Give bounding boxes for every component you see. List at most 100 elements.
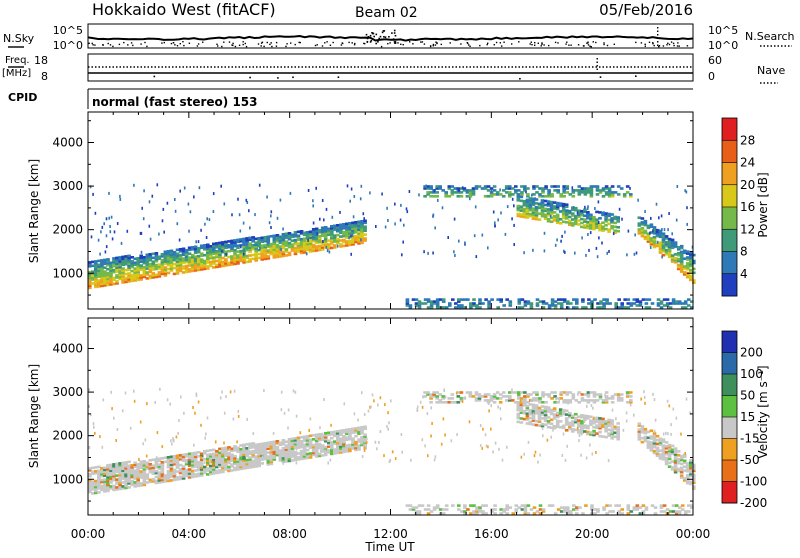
velocity-cell <box>142 473 147 477</box>
velocity-cell <box>574 428 578 432</box>
x-tick-label: 00:00 <box>676 527 711 541</box>
nsearch-dot <box>228 41 231 43</box>
power-cell <box>640 230 645 234</box>
power-cell <box>172 262 177 266</box>
power-cell <box>94 269 98 273</box>
power-cell <box>209 250 213 254</box>
power-cell <box>239 259 243 263</box>
velocity-cell <box>505 508 509 511</box>
velocity-cell <box>495 397 500 400</box>
nsearch-dot <box>130 42 133 44</box>
freq-outlier-dot <box>635 75 637 78</box>
velocity-cell <box>610 395 615 398</box>
power-cell <box>305 252 308 256</box>
velocity-cell <box>550 397 554 400</box>
power-cell <box>350 234 352 238</box>
power-cell <box>683 306 688 309</box>
velocity-cell <box>239 449 243 453</box>
power-cell <box>178 263 183 267</box>
power-cell <box>668 302 673 305</box>
velocity-cell <box>490 510 494 513</box>
power-cell <box>333 246 337 249</box>
velocity-cell <box>115 466 119 470</box>
velocity-cell <box>542 434 544 438</box>
velocity-cell <box>421 438 424 442</box>
power-cell <box>327 243 331 246</box>
nsearch-dot <box>353 44 356 46</box>
velocity-cell <box>266 441 271 445</box>
velocity-cell <box>233 454 237 458</box>
freq-outlier-dot <box>337 76 340 79</box>
power-cell <box>119 194 121 198</box>
velocity-cell <box>221 466 225 470</box>
power-cell <box>106 277 110 281</box>
power-cell <box>673 241 678 244</box>
power-cell <box>199 264 204 267</box>
power-cell <box>109 263 113 266</box>
velocity-cell <box>190 454 195 457</box>
velocity-cell <box>558 412 563 415</box>
velocity-cell <box>142 471 147 475</box>
power-cell <box>172 254 177 258</box>
power-cell <box>553 306 558 309</box>
velocity-cell <box>88 488 92 492</box>
velocity-cell <box>635 504 640 507</box>
power-cell <box>574 222 578 226</box>
velocity-cell <box>100 486 104 490</box>
power-cell <box>266 257 271 260</box>
velocity-cell <box>284 444 289 447</box>
velocity-cell <box>519 421 524 424</box>
power-cell <box>157 255 162 259</box>
power-cell <box>181 257 186 260</box>
velocity-cell <box>236 466 240 469</box>
velocity-cell <box>605 512 609 515</box>
velocity-cell <box>555 421 560 425</box>
power-cell <box>323 226 328 229</box>
velocity-cell <box>604 391 609 394</box>
velocity-cell <box>646 440 651 443</box>
velocity-cell <box>386 424 388 428</box>
velocity-cell <box>139 460 143 464</box>
power-cell <box>254 257 258 260</box>
power-cell <box>577 219 581 222</box>
power-cell <box>314 227 319 231</box>
freq-unit-label: [MHz] <box>2 68 31 79</box>
power-cell <box>136 262 140 266</box>
velocity-cell <box>209 454 213 458</box>
power-cell <box>124 278 128 282</box>
power-cell <box>658 251 663 254</box>
velocity-cell <box>568 413 572 417</box>
power-cell <box>233 256 237 260</box>
power-cell <box>260 256 264 259</box>
power-cell <box>474 185 479 188</box>
power-cell <box>689 264 693 268</box>
power-cell <box>179 189 181 193</box>
power-cell <box>354 240 358 244</box>
power-cell <box>541 302 546 305</box>
power-cell <box>136 266 140 270</box>
velocity-cell <box>652 434 657 437</box>
power-cell <box>127 262 131 265</box>
velocity-cell <box>679 456 684 460</box>
velocity-cell <box>676 459 681 463</box>
power-cell <box>248 246 252 249</box>
power-cell <box>671 232 673 236</box>
power-cell <box>549 202 554 206</box>
power-cell <box>103 280 107 283</box>
power-cell <box>679 254 684 258</box>
power-cell <box>646 226 651 230</box>
power-cell <box>166 255 171 259</box>
power-cell <box>308 232 313 236</box>
velocity-cell <box>555 397 557 401</box>
power-cell <box>612 232 615 236</box>
velocity-cell <box>109 465 113 469</box>
power-cell <box>88 272 92 276</box>
velocity-cell <box>245 448 249 452</box>
velocity-cell <box>592 406 594 410</box>
velocity-cell <box>670 450 675 454</box>
power-cell <box>342 234 346 238</box>
velocity-cell <box>196 468 201 472</box>
power-cell <box>682 267 687 270</box>
power-cell <box>139 231 142 235</box>
power-cell <box>525 204 530 207</box>
